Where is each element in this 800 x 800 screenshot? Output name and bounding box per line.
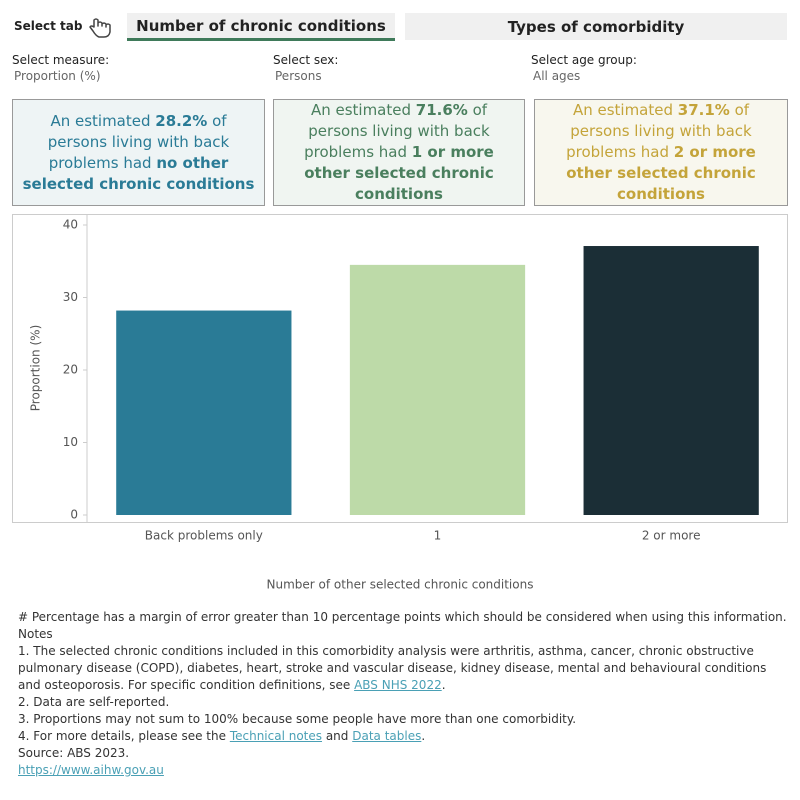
- card-text-part: An estimated: [50, 111, 156, 130]
- note-line: # Percentage has a margin of error great…: [18, 609, 790, 626]
- link[interactable]: https://www.aihw.gov.au: [18, 763, 164, 777]
- card-highlight: 37.1%: [677, 101, 730, 119]
- card-highlight: no other selected chronic conditions: [22, 153, 255, 193]
- chart-frame: [12, 214, 788, 523]
- card-highlight: 71.6%: [415, 101, 468, 119]
- card-text-part: of persons living with back problems had: [304, 101, 490, 161]
- card-text-part: of persons living with back problems had: [47, 111, 230, 172]
- tab[interactable]: Number of chronic conditions: [127, 13, 395, 41]
- filter-label: Select measure:: [12, 53, 110, 67]
- filter-value[interactable]: Persons: [275, 69, 322, 83]
- filter-value[interactable]: Proportion (%): [14, 69, 101, 83]
- note-text: Notes: [18, 627, 53, 641]
- tab-label: Select tab: [14, 19, 83, 33]
- note-text: .: [421, 729, 426, 743]
- filter-label: Select age group:: [531, 53, 637, 67]
- y-tick-label: 10: [63, 435, 78, 449]
- summary-card: An estimated 37.1% of persons living wit…: [534, 99, 788, 206]
- note-line: Notes: [18, 626, 790, 643]
- notes: # Percentage has a margin of error great…: [18, 609, 790, 779]
- note-text: # Percentage has a margin of error great…: [18, 610, 787, 624]
- bar: [349, 264, 526, 515]
- y-axis-title: Proportion (%): [29, 325, 43, 412]
- y-tick-label: 30: [63, 290, 78, 304]
- note-text: Source: ABS 2023.: [18, 746, 130, 760]
- note-text: .: [441, 678, 446, 692]
- y-tick-label: 40: [63, 218, 78, 232]
- note-text: 1. The selected chronic conditions inclu…: [18, 644, 767, 692]
- bar: [116, 310, 292, 515]
- note-text: 2. Data are self-reported.: [18, 695, 170, 709]
- card-highlight: 2 or more other selected chronic conditi…: [566, 143, 756, 203]
- y-tick-label: 20: [63, 363, 78, 377]
- filter-label: Select sex:: [273, 53, 339, 67]
- note-line: 4. For more details, please see the Tech…: [18, 728, 790, 745]
- card-highlight: 28.2%: [155, 111, 208, 130]
- x-tick-label: Back problems only: [145, 529, 263, 543]
- link[interactable]: Technical notes: [229, 729, 323, 743]
- chart: Number of other selected chronic conditi…: [29, 215, 759, 592]
- filter-value[interactable]: All ages: [533, 69, 581, 83]
- card-text-part: An estimated: [572, 101, 678, 119]
- note-line: Source: ABS 2023.: [18, 745, 790, 762]
- link[interactable]: ABS NHS 2022: [354, 678, 442, 692]
- summary-card: An estimated 71.6% of persons living wit…: [273, 99, 525, 206]
- hand-icon: [89, 18, 111, 38]
- note-text: 3. Proportions may not sum to 100% becau…: [18, 712, 577, 726]
- card-text: An estimated 37.1% of persons living wit…: [541, 100, 781, 205]
- tab[interactable]: Types of comorbidity: [405, 13, 787, 40]
- note-line: 3. Proportions may not sum to 100% becau…: [18, 711, 790, 728]
- note-line: 1. The selected chronic conditions inclu…: [18, 643, 790, 694]
- x-axis-title: Number of other selected chronic conditi…: [267, 578, 534, 592]
- link[interactable]: Data tables: [352, 729, 422, 743]
- note-text: and: [322, 729, 353, 743]
- note-text: 4. For more details, please see the: [18, 729, 230, 743]
- x-tick-label: 1: [434, 529, 442, 543]
- x-tick-label: 2 or more: [642, 529, 701, 543]
- summary-card: An estimated 28.2% of persons living wit…: [12, 99, 265, 206]
- note-line: 2. Data are self-reported.: [18, 694, 790, 711]
- note-line: https://www.aihw.gov.au: [18, 762, 790, 779]
- card-text-part: An estimated: [310, 101, 416, 119]
- card-text: An estimated 28.2% of persons living wit…: [19, 111, 258, 195]
- card-text: An estimated 71.6% of persons living wit…: [280, 100, 518, 205]
- card-text-part: of persons living with back problems had: [566, 101, 752, 161]
- bar: [583, 246, 759, 515]
- y-tick-label: 0: [70, 508, 78, 522]
- card-highlight: 1 or more other selected chronic conditi…: [304, 143, 494, 203]
